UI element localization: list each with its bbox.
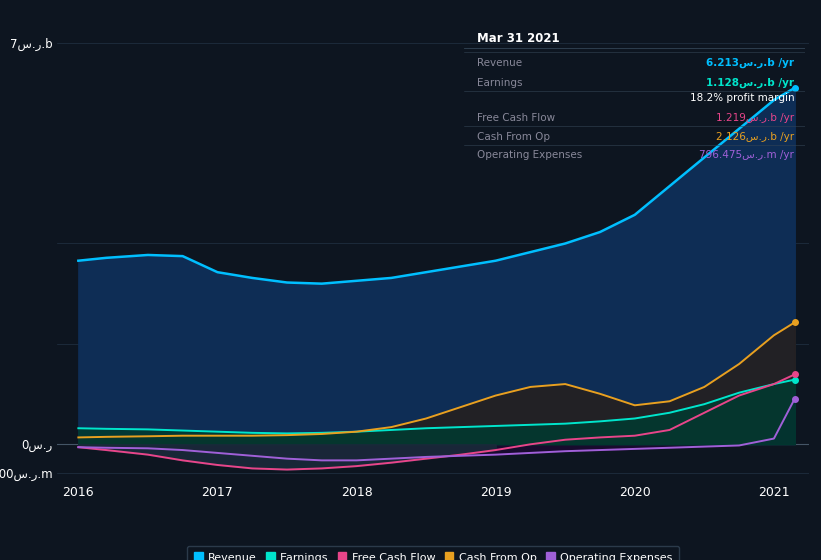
Text: Free Cash Flow: Free Cash Flow	[478, 114, 556, 123]
Text: Mar 31 2021: Mar 31 2021	[478, 32, 560, 45]
Text: 1.219س.ر.b /yr: 1.219س.ر.b /yr	[716, 114, 795, 123]
Legend: Revenue, Earnings, Free Cash Flow, Cash From Op, Operating Expenses: Revenue, Earnings, Free Cash Flow, Cash …	[187, 546, 679, 560]
Text: Operating Expenses: Operating Expenses	[478, 151, 583, 160]
Text: Revenue: Revenue	[478, 58, 523, 68]
Text: 2.126س.ر.b /yr: 2.126س.ر.b /yr	[716, 132, 795, 142]
Text: 1.128س.ر.b /yr: 1.128س.ر.b /yr	[706, 78, 795, 88]
Text: 18.2% profit margin: 18.2% profit margin	[690, 94, 795, 104]
Text: 796.475س.ر.m /yr: 796.475س.ر.m /yr	[699, 151, 795, 160]
Text: Cash From Op: Cash From Op	[478, 132, 551, 142]
Text: 6.213س.ر.b /yr: 6.213س.ر.b /yr	[706, 58, 795, 68]
Text: Earnings: Earnings	[478, 78, 523, 88]
